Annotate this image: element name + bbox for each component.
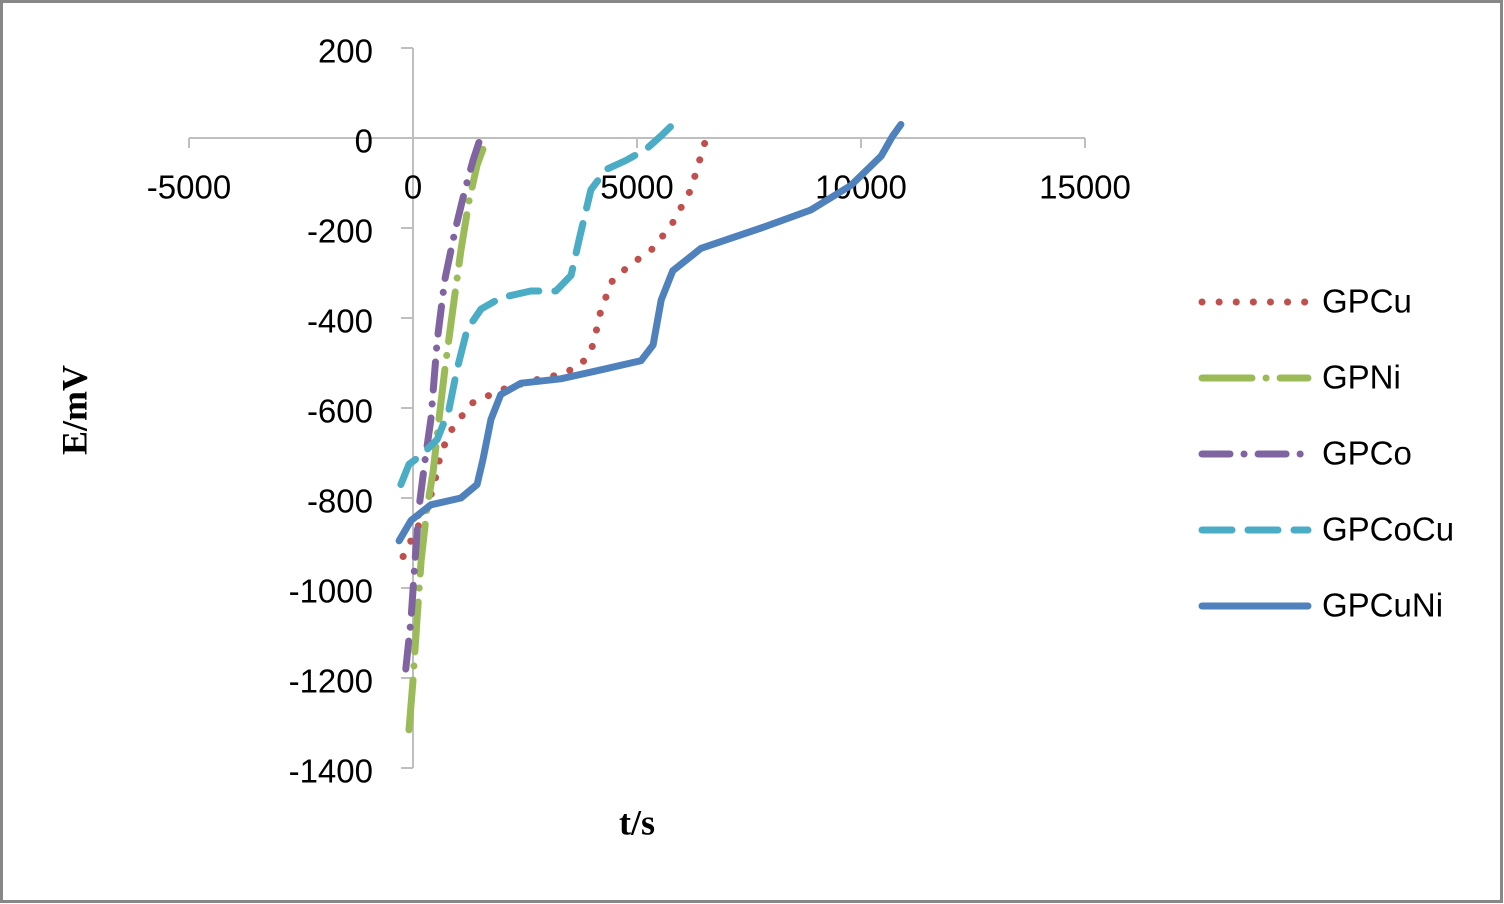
y-tick-label: -1000 <box>289 573 373 610</box>
legend-label: GPCoCu <box>1322 511 1454 548</box>
series-line <box>402 132 485 673</box>
y-axis-title: E/mV <box>54 365 94 455</box>
y-tick-label: 0 <box>355 123 373 160</box>
y-tick-label: -600 <box>307 393 373 430</box>
legend-label: GPCuNi <box>1322 587 1443 624</box>
x-tick-label: 5000 <box>600 169 673 206</box>
plot-area <box>395 121 905 734</box>
legend: GPCu GPNi GPCo GPCoCu GPCuNi <box>1198 283 1454 624</box>
y-tick-label: -200 <box>307 213 373 250</box>
legend-label: GPNi <box>1322 359 1401 396</box>
x-tick-label: -5000 <box>147 169 231 206</box>
series-line <box>395 121 905 545</box>
x-tick-label: 0 <box>404 169 422 206</box>
x-axis-title: t/s <box>619 802 655 842</box>
axes: -5000 0 5000 10000 150002000-200-400-600-800… <box>147 33 1131 790</box>
y-tick-label: -800 <box>307 483 373 520</box>
y-tick-label: -1400 <box>289 753 373 790</box>
legend-label: GPCo <box>1322 435 1412 472</box>
y-tick-label: 200 <box>318 33 373 70</box>
legend-label: GPCu <box>1322 283 1412 320</box>
series-line <box>405 145 487 734</box>
x-tick-label: 15000 <box>1039 169 1131 206</box>
y-tick-label: -400 <box>307 303 373 340</box>
series-line <box>399 132 711 560</box>
series-line <box>397 121 677 488</box>
y-tick-label: -1200 <box>289 663 373 700</box>
